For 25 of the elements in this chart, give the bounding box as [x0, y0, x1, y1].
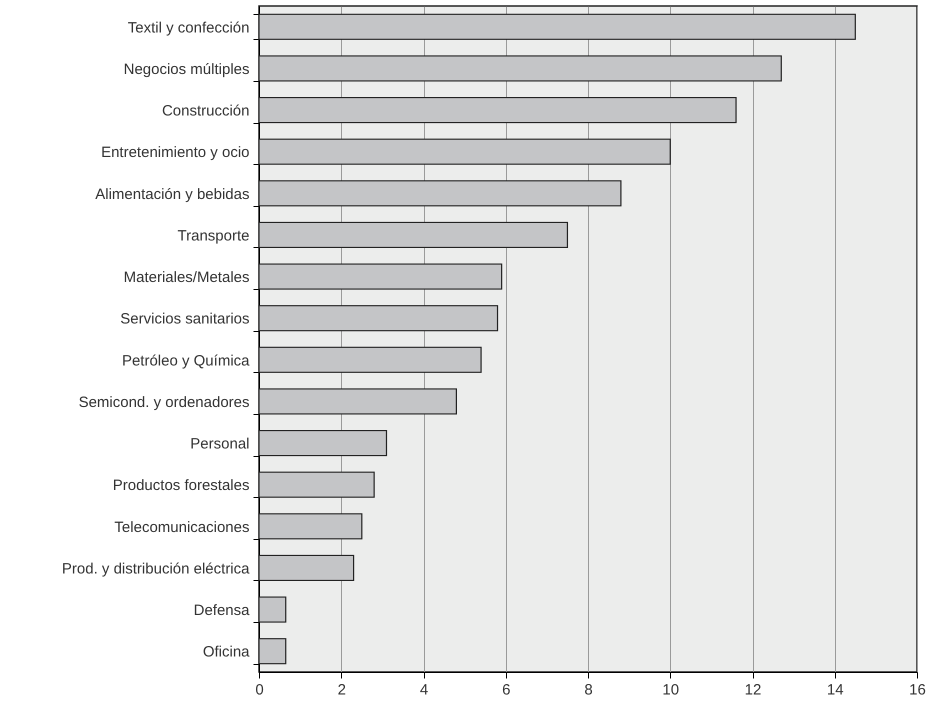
y-tick-label: Petróleo y Química — [122, 352, 250, 370]
y-tick-label: Textil y confección — [128, 19, 250, 36]
y-tick-label: Semicond. y ordenadores — [78, 394, 250, 411]
x-tick-label: 2 — [338, 682, 346, 698]
y-tick-label: Prod. y distribución eléctrica — [62, 560, 250, 578]
y-tick-label: Transporte — [178, 227, 250, 244]
y-tick-label: Telecomunicaciones — [114, 518, 250, 536]
y-tick-label: Oficina — [202, 644, 250, 661]
x-tick-label: 10 — [662, 682, 680, 698]
x-tick-label: 16 — [909, 682, 926, 698]
x-tick-label: 0 — [255, 682, 264, 698]
y-tick-label: Servicios sanitarios — [120, 310, 250, 328]
y-tick-label: Personal — [190, 436, 250, 453]
y-tick-label: Defensa — [194, 602, 250, 620]
y-tick-label: Productos forestales — [112, 477, 250, 494]
x-tick-label: 8 — [584, 682, 593, 698]
x-tick-label: 14 — [826, 682, 844, 698]
y-tick-label: Construcción — [162, 102, 250, 120]
x-tick-label: 6 — [502, 682, 510, 698]
y-tick-label: Alimentación y bebidas — [95, 186, 250, 203]
y-tick-label: Entretenimiento y ocio — [101, 144, 250, 162]
x-tick-label: 12 — [744, 682, 762, 698]
x-tick-label: 4 — [420, 682, 428, 698]
y-tick-label: Materiales/Metales — [124, 269, 250, 286]
y-tick-label: Negocios múltiples — [124, 60, 250, 78]
